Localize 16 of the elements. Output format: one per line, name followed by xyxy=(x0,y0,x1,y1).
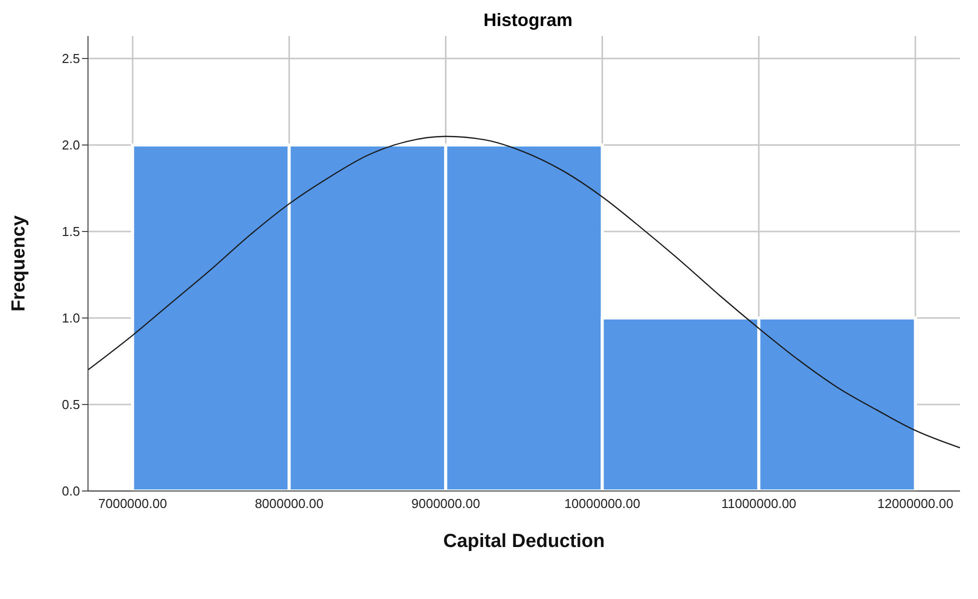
x-tick-label: 11000000.00 xyxy=(721,496,796,512)
y-tick-label: 2.5 xyxy=(62,51,80,66)
x-tick-label: 8000000.00 xyxy=(254,496,324,512)
x-tick-label: 7000000.00 xyxy=(98,496,167,512)
y-axis-title: Frequency xyxy=(8,215,30,312)
y-tick-label: 1.5 xyxy=(62,224,80,240)
x-tick-label: 10000000.00 xyxy=(564,496,640,512)
line-series xyxy=(88,136,960,448)
x-tick-label: 9000000.00 xyxy=(411,496,480,512)
y-tick-label: 0.5 xyxy=(62,397,80,412)
y-tick-label: 1.0 xyxy=(62,310,80,326)
y-tick-label: 2.0 xyxy=(62,138,80,153)
chart-title: Histogram xyxy=(482,10,574,31)
x-axis-title: Capital Deduction xyxy=(443,531,605,552)
y-tick-label: 0.0 xyxy=(62,484,80,499)
x-tick-label: 12000000.00 xyxy=(877,496,954,512)
